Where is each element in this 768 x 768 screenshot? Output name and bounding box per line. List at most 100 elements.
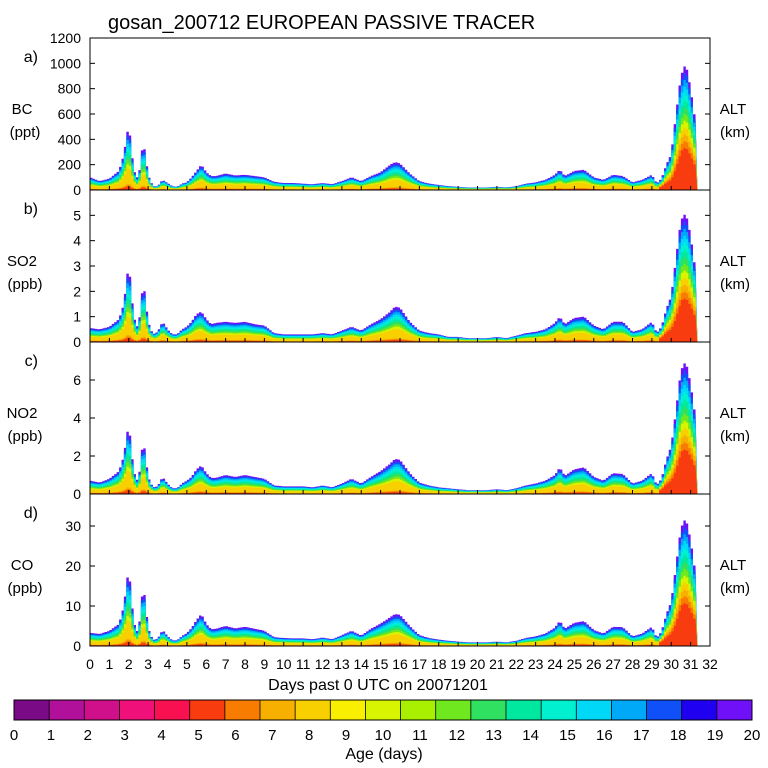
age-layer-10 [90,270,698,342]
age-layer-14 [90,93,698,190]
colorbar-swatch [189,700,226,720]
panels: 020040060080010001200a)BC(ppt)ALT(km)012… [7,30,750,654]
panel-tag: c) [25,353,38,370]
x-tick-label: 13 [334,656,350,672]
colorbar-swatch [435,700,472,720]
x-tick-label: 30 [663,656,679,672]
colorbar-swatch [506,700,542,720]
x-tick-label: 20 [470,656,486,672]
x-tick-label: 5 [183,656,191,672]
colorbar-tick-label: 19 [707,727,724,744]
alt-unit: (km) [720,276,750,293]
x-tick-label: 24 [547,656,563,672]
x-tick-label: 21 [489,656,505,672]
colorbar-swatch [84,700,120,720]
x-tick-label: 2 [125,656,133,672]
y-tick-label: 2 [73,448,81,464]
colorbar-tick-label: 4 [157,727,165,744]
alt-unit: (km) [720,580,750,597]
alt-unit: (km) [720,124,750,141]
colorbar-swatch [576,700,612,720]
x-tick-label: 8 [241,656,249,672]
species-unit: (ppb) [7,428,42,445]
x-axis-label: Days past 0 UTC on 20071201 [268,677,488,694]
x-tick-label: 0 [86,656,94,672]
x-tick-label: 4 [164,656,172,672]
species-unit: (ppb) [7,276,42,293]
y-tick-label: 400 [58,131,82,147]
y-tick-label: 0 [73,334,81,350]
colorbar-swatch [365,700,401,720]
x-tick-label: 31 [683,656,699,672]
colorbar-tick-label: 7 [268,727,276,744]
y-tick-label: 5 [73,207,81,223]
y-tick-label: 4 [73,410,81,426]
colorbar-tick-label: 6 [231,727,239,744]
alt-label: ALT [720,101,746,118]
colorbar-frame [13,699,753,721]
colorbar-tick-label: 8 [305,727,313,744]
colorbar-tick-label: 14 [522,727,539,744]
colorbar-swatch [716,700,753,720]
age-layer-16 [90,80,698,190]
y-tick-label: 0 [73,486,81,502]
y-tick-label: 6 [73,372,81,388]
colorbar-swatch [260,700,296,720]
species-label: NO2 [7,405,38,422]
colorbar-tick-label: 9 [342,727,350,744]
y-tick-label: 20 [65,558,81,574]
x-tick-label: 25 [567,656,583,672]
x-tick-label: 15 [373,656,389,672]
x-tick-label: 26 [586,656,602,672]
x-tick-label: 12 [315,656,331,672]
chart-title: gosan_200712 EUROPEAN PASSIVE TRACER [108,12,535,34]
panel-tag: b) [24,201,38,218]
x-tick-label: 16 [392,656,408,672]
panel-bc: 0 200 400 600 800 1000 1200 a) BC (ppt) ALT (km) [10,30,750,198]
x-tick-label: 29 [644,656,660,672]
x-tick-label: 32 [702,656,718,672]
colorbar-swatch [14,700,50,720]
colorbar-swatch [470,700,507,720]
colorbar-swatch [154,700,191,720]
colorbar-swatch [541,700,577,720]
colorbar-swatch [400,700,437,720]
colorbar-tick-label: 2 [84,727,92,744]
colorbar-tick-label: 18 [670,727,687,744]
y-tick-label: 200 [58,157,82,173]
y-tick-label: 600 [58,106,82,122]
colorbar-swatch [611,700,647,720]
x-tick-label: 1 [105,656,113,672]
y-tick-label: 0 [73,638,81,654]
colorbar-tick-label: 11 [412,727,428,744]
x-tick-label: 9 [260,656,268,672]
y-tick-label: 4 [73,233,81,249]
panel-no2: 0 2 4 6 c) NO2 (ppb) ALT (km) [7,341,750,502]
panel-tag: d) [24,505,38,522]
x-tick-label: 11 [296,656,311,672]
colorbar-swatch [295,700,331,720]
x-tick-label: 19 [450,656,466,672]
x-tick-label: 17 [412,656,428,672]
panel-co: 0 10 20 30 d) CO (ppb) ALT (km) [7,493,750,654]
y-tick-label: 3 [73,258,81,274]
x-tick-label: 10 [276,656,292,672]
colorbar-tick-label: 13 [485,727,502,744]
colorbar-label: Age (days) [345,746,422,763]
age-layer-10 [90,420,698,494]
x-tick-label: 14 [353,656,369,672]
colorbar-swatch [224,700,261,720]
colorbar-swatch [681,700,718,720]
colorbar-tick-label: 15 [559,727,576,744]
x-tick-label: 3 [144,656,152,672]
species-label: BC [12,101,33,118]
colorbar-swatch [330,700,366,720]
age-layer-15 [90,86,698,190]
age-layer-11 [90,568,698,646]
colorbar-tick-label: 0 [10,727,18,744]
panel-so2: 0 1 2 3 4 5 b) SO2 (ppb) ALT (km) [7,189,750,350]
y-tick-label: 30 [65,518,81,534]
y-tick-label: 1 [73,309,81,325]
age-layer-12 [90,406,698,494]
